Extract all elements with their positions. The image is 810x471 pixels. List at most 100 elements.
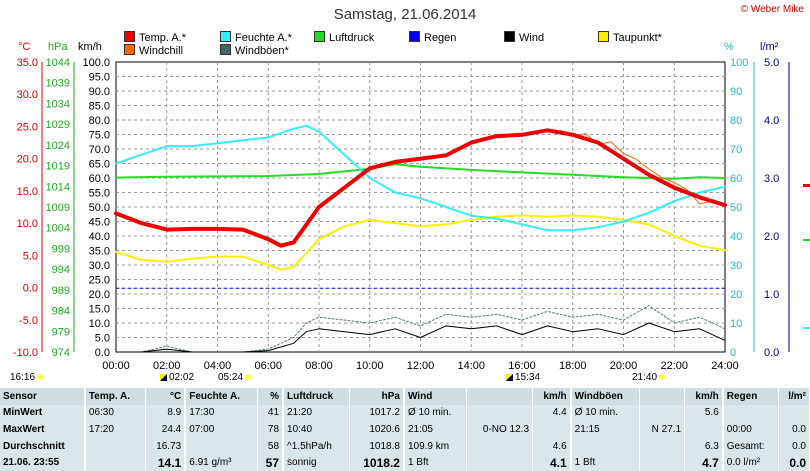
cell: 0.0 <box>778 421 810 438</box>
wind-tick-label: 5.0 <box>95 333 110 345</box>
cell: 21:20 <box>283 404 350 422</box>
header-gusts: Windböen <box>570 388 641 405</box>
cell: sonnig <box>283 454 350 471</box>
temp-tick-label: -5.0 <box>19 315 38 327</box>
x-tick-label: 14:00 <box>457 360 485 372</box>
cell: 06:30 <box>84 404 146 422</box>
cell <box>84 437 146 455</box>
temp-tick-label: 0.0 <box>23 283 38 295</box>
header-wind: Wind <box>403 388 468 405</box>
legend-item: Feuchte A.* <box>220 31 292 45</box>
cell: 0.0 l/m² <box>722 454 780 471</box>
humidity-tick-label: 70 <box>730 144 742 156</box>
humidity-tick-label: 100 <box>730 57 748 69</box>
temp-tick-label: 30.0 <box>17 89 38 101</box>
humidity-tick-label: 60 <box>730 173 742 185</box>
wind-tick-label: 10.0 <box>89 318 110 330</box>
moon-icon <box>506 374 513 381</box>
moon-icon <box>160 374 167 381</box>
series-line <box>115 305 726 353</box>
cell: Ø 10 min. <box>403 404 468 422</box>
legend-swatch <box>220 44 231 55</box>
series-line <box>115 124 726 232</box>
pressure-tick-label: 1034 <box>46 98 70 110</box>
row-label: Durchschnitt <box>0 437 86 455</box>
header-wind-unit: km/h <box>532 388 572 405</box>
temp-tick-label: 25.0 <box>17 121 38 133</box>
x-tick-label: 22:00 <box>660 360 688 372</box>
cell: 5.6 <box>684 404 724 422</box>
wind-unit-label: km/h <box>78 41 102 53</box>
wind-tick-label: 60.0 <box>89 173 110 185</box>
x-tick-label: 06:00 <box>254 360 282 372</box>
row-label: 21.06. 23:55 <box>0 454 86 471</box>
rain-tick-label: 2.0 <box>764 231 779 243</box>
x-tick-label: 16:00 <box>508 360 536 372</box>
cell: 00:00 <box>722 421 780 438</box>
pressure-tick-label: 999 <box>52 243 70 255</box>
legend-label: Windböen* <box>235 45 289 57</box>
wind-tick-label: 35.0 <box>89 246 110 258</box>
header-pressure: Luftdruck <box>283 388 350 405</box>
cell: 0-NO 12.3 <box>466 421 534 438</box>
cell: 10:40 <box>283 421 350 438</box>
pressure-unit-label: hPa <box>48 41 68 53</box>
cell: Gesamt: <box>722 437 780 455</box>
wind-tick-label: 55.0 <box>89 188 110 200</box>
cell <box>639 437 686 455</box>
legend-label: Feuchte A.* <box>235 32 292 44</box>
humidity-tick-label: 20 <box>730 289 742 301</box>
cell <box>466 404 534 422</box>
legend-item: Temp. A.* <box>124 31 186 45</box>
legend-item: Luftdruck <box>314 31 374 45</box>
pressure-tick-label: 984 <box>52 306 70 318</box>
cell <box>466 454 534 471</box>
cell: 4.1 <box>532 454 572 471</box>
wind-tick-label: 75.0 <box>89 130 110 142</box>
cell: 1018.8 <box>349 437 405 455</box>
cell: 58 <box>257 437 285 455</box>
pressure-tick-label: 1029 <box>46 119 70 131</box>
humidity-marker <box>803 327 810 329</box>
legend-item: Regen <box>409 31 456 45</box>
wind-tick-label: 70.0 <box>89 144 110 156</box>
x-tick-label: 24:00 <box>711 360 739 372</box>
pressure-tick-label: 974 <box>52 347 70 359</box>
sun-icon <box>245 374 252 380</box>
moonrise-label: 02:02 <box>160 372 194 383</box>
header-sensor: Sensor <box>0 388 86 405</box>
cell: 1017.2 <box>349 404 405 422</box>
cell <box>185 437 258 455</box>
cell: 4.7 <box>684 454 724 471</box>
moonset-label: 15:34 <box>506 372 540 383</box>
cell: 6.3 <box>684 437 724 455</box>
axes: 00:00 02:00 04:00 06:00 08:00 10:00 12:00 14:00… <box>13 57 790 372</box>
daylength-label: 16:16 <box>10 372 44 383</box>
x-tick-label: 10:00 <box>356 360 384 372</box>
cell: 1 Bft <box>570 454 641 471</box>
humidity-tick-label: 80 <box>730 115 742 127</box>
x-tick-label: 00:00 <box>102 360 130 372</box>
x-tick-label: 08:00 <box>305 360 333 372</box>
legend-label: Temp. A.* <box>139 32 187 44</box>
series-line <box>559 129 726 207</box>
legend-item: Taupunkt* <box>598 31 662 45</box>
cell <box>532 421 572 438</box>
pressure-tick-label: 1019 <box>46 161 70 173</box>
cell <box>684 421 724 438</box>
chart-title: Samstag, 21.06.2014 <box>333 6 477 23</box>
humidity-tick-label: 40 <box>730 231 742 243</box>
x-tick-label: 04:00 <box>204 360 232 372</box>
pressure-tick-label: 1024 <box>46 140 70 152</box>
wind-tick-label: 50.0 <box>89 202 110 214</box>
grid <box>115 61 726 353</box>
humidity-tick-label: 90 <box>730 86 742 98</box>
cell: 21:05 <box>403 421 468 438</box>
cell: 0.0 <box>778 454 810 471</box>
cell: 0.0 <box>778 437 810 455</box>
cell: 6.91 g/m³ <box>185 454 258 471</box>
temp-tick-label: -10.0 <box>13 347 38 359</box>
temp-tick-label: 5.0 <box>23 250 38 262</box>
cell: 1018.2 <box>349 454 405 471</box>
rain-tick-label: 5.0 <box>764 57 779 69</box>
